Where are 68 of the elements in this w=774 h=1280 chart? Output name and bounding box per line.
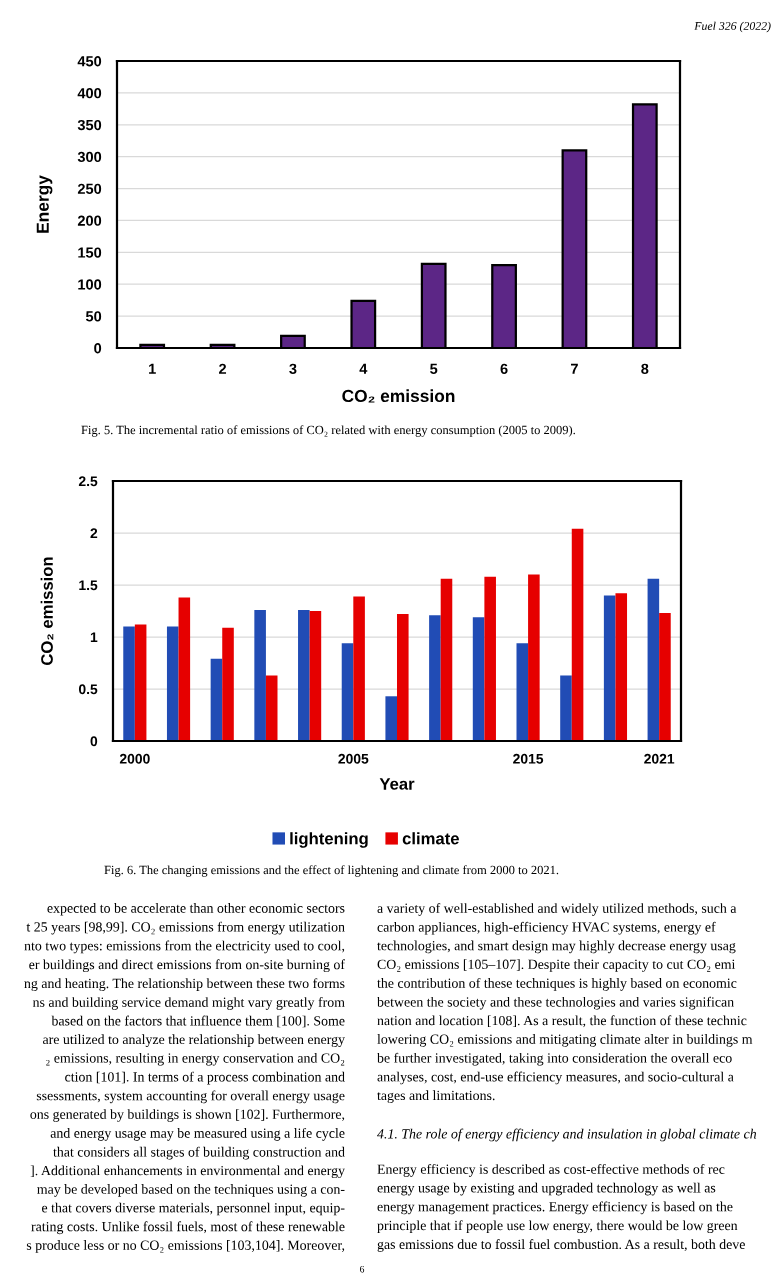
y-tick-label: 300 — [77, 151, 102, 163]
bar — [385, 696, 397, 741]
y-tick-label: 0 — [94, 343, 102, 354]
bar — [166, 626, 179, 741]
bar — [615, 593, 628, 741]
x-tick-label: 2 — [219, 363, 227, 374]
y-tick-label: 1 — [90, 632, 98, 643]
bar — [440, 578, 453, 741]
x-tick-label: 2021 — [644, 753, 675, 764]
text: 6 — [359, 1265, 365, 1273]
bar — [659, 613, 671, 741]
x-tick-label: 3 — [289, 363, 297, 375]
bar — [647, 578, 660, 741]
bar — [341, 643, 354, 741]
y-axis-title: Energy — [36, 175, 53, 233]
text: a variety of well-established and widely utilized methods, such a carbon appliances, high-efficiency HVAC systems, energy ef technologies, and smart design may highly decrease energy usag CO₂ emissions [105–107]. Despite their capacity to cut CO₂ emi the contribution of these techniques is highly based on economic between the society and these technologies and varies significan nation and location [108]. As a result, the function of these technic lowering CO₂ emissions and mitigating climate alter in buildings m be further investigated, taking into consideration the overall eco analyses, cost, end-use efficiency measures, and socio-cultural a tages and limitations. — [377, 903, 753, 1103]
bar — [134, 624, 147, 741]
y-tick-label: 150 — [78, 247, 102, 258]
y-tick-label: 250 — [77, 183, 102, 194]
x-tick-label: 2000 — [119, 753, 150, 764]
y-axis-title: CO₂ emission — [40, 557, 54, 665]
legend-label: climate — [402, 832, 459, 845]
x-tick-label: 4 — [359, 363, 368, 374]
y-tick-label: 400 — [77, 87, 102, 99]
y-tick-label: 100 — [78, 279, 102, 290]
text: Fuel 326 (2022) — [694, 21, 771, 33]
caption: Fig. 6. The changing emissions and the effect of lightening and climate from 2000 to 2021. — [104, 865, 559, 877]
legend-label: lightening — [290, 832, 368, 848]
bar — [472, 617, 485, 741]
bar — [603, 595, 616, 741]
y-tick-label: 1.5 — [79, 580, 98, 591]
bar — [309, 611, 322, 741]
y-tick-label: 200 — [77, 215, 102, 226]
y-tick-label: 450 — [77, 56, 102, 67]
x-axis-title: Year — [379, 778, 415, 790]
x-tick-label: 5 — [430, 363, 438, 374]
x-axis-title: CO₂ emission — [342, 389, 455, 403]
text: 4.1. The role of energy efficiency and insulation in global climate ch — [377, 1128, 757, 1142]
x-tick-label: 6 — [500, 363, 508, 374]
bar — [571, 528, 584, 741]
y-tick-label: 350 — [77, 119, 102, 131]
y-tick-label: 50 — [85, 311, 102, 322]
caption: Fig. 5. The incremental ratio of emissions of CO₂ related with energy consumption (2005 to 2009). — [81, 425, 575, 437]
bar — [265, 675, 278, 741]
y-tick-label: 0.5 — [78, 684, 98, 695]
bar — [516, 643, 529, 741]
bar — [178, 597, 191, 741]
bar — [560, 675, 572, 741]
bar — [397, 614, 409, 741]
bar — [254, 609, 266, 741]
bar — [210, 658, 223, 741]
bar — [484, 576, 496, 741]
x-tick-label: 1 — [149, 363, 156, 374]
bar — [429, 615, 441, 741]
bar — [298, 609, 310, 741]
x-tick-label: 7 — [571, 363, 578, 374]
text: expected to be accelerate than other economic sectors t 25 years [98,99]. CO₂ emissions from energy utilization nto two types: emissions from the electricity used to cool, er buildings and direct emissions from on-site burning of ng and heating. The relationship between these two forms ns and building service demand might vary greatly from based on the factors that influence them [100]. Some are utilized to analyze the relationship between energy ₂ emissions, resulting in energy conservation and CO₂ ction [101]. In terms of a process combination and ssessments, system accounting for overall energy usage ons generated by buildings is shown [102]. Furthermore, and energy usage may be measured using a life cycle that considers all stages of building construction and ]. Additional enhancements in environmental and energy may be developed based on the techniques using a con- e that covers diverse materials, personnel input, equip- rating costs. Unlike fossil fuels, most of these renewable s produce less or no CO₂ emissions [103,104]. Moreover, — [24, 903, 345, 1253]
x-tick-label: 2015 — [513, 753, 544, 764]
bar — [123, 626, 135, 741]
x-tick-label: 2005 — [338, 753, 369, 764]
bar — [353, 596, 365, 741]
y-tick-label: 0 — [90, 736, 98, 747]
bar — [528, 574, 540, 741]
bar — [222, 627, 234, 741]
text: Energy efficiency is described as cost-effective methods of rec energy usage by existing and upgraded technology as well as energy management practices. Energy efficiency is based on the principle that if people use low energy, there would be low green gas emissions due to fossil fuel combustion. As a result, both deve — [377, 1164, 745, 1252]
y-tick-label: 2 — [90, 528, 98, 539]
y-tick-label: 2.5 — [78, 476, 98, 487]
x-tick-label: 8 — [641, 363, 649, 374]
